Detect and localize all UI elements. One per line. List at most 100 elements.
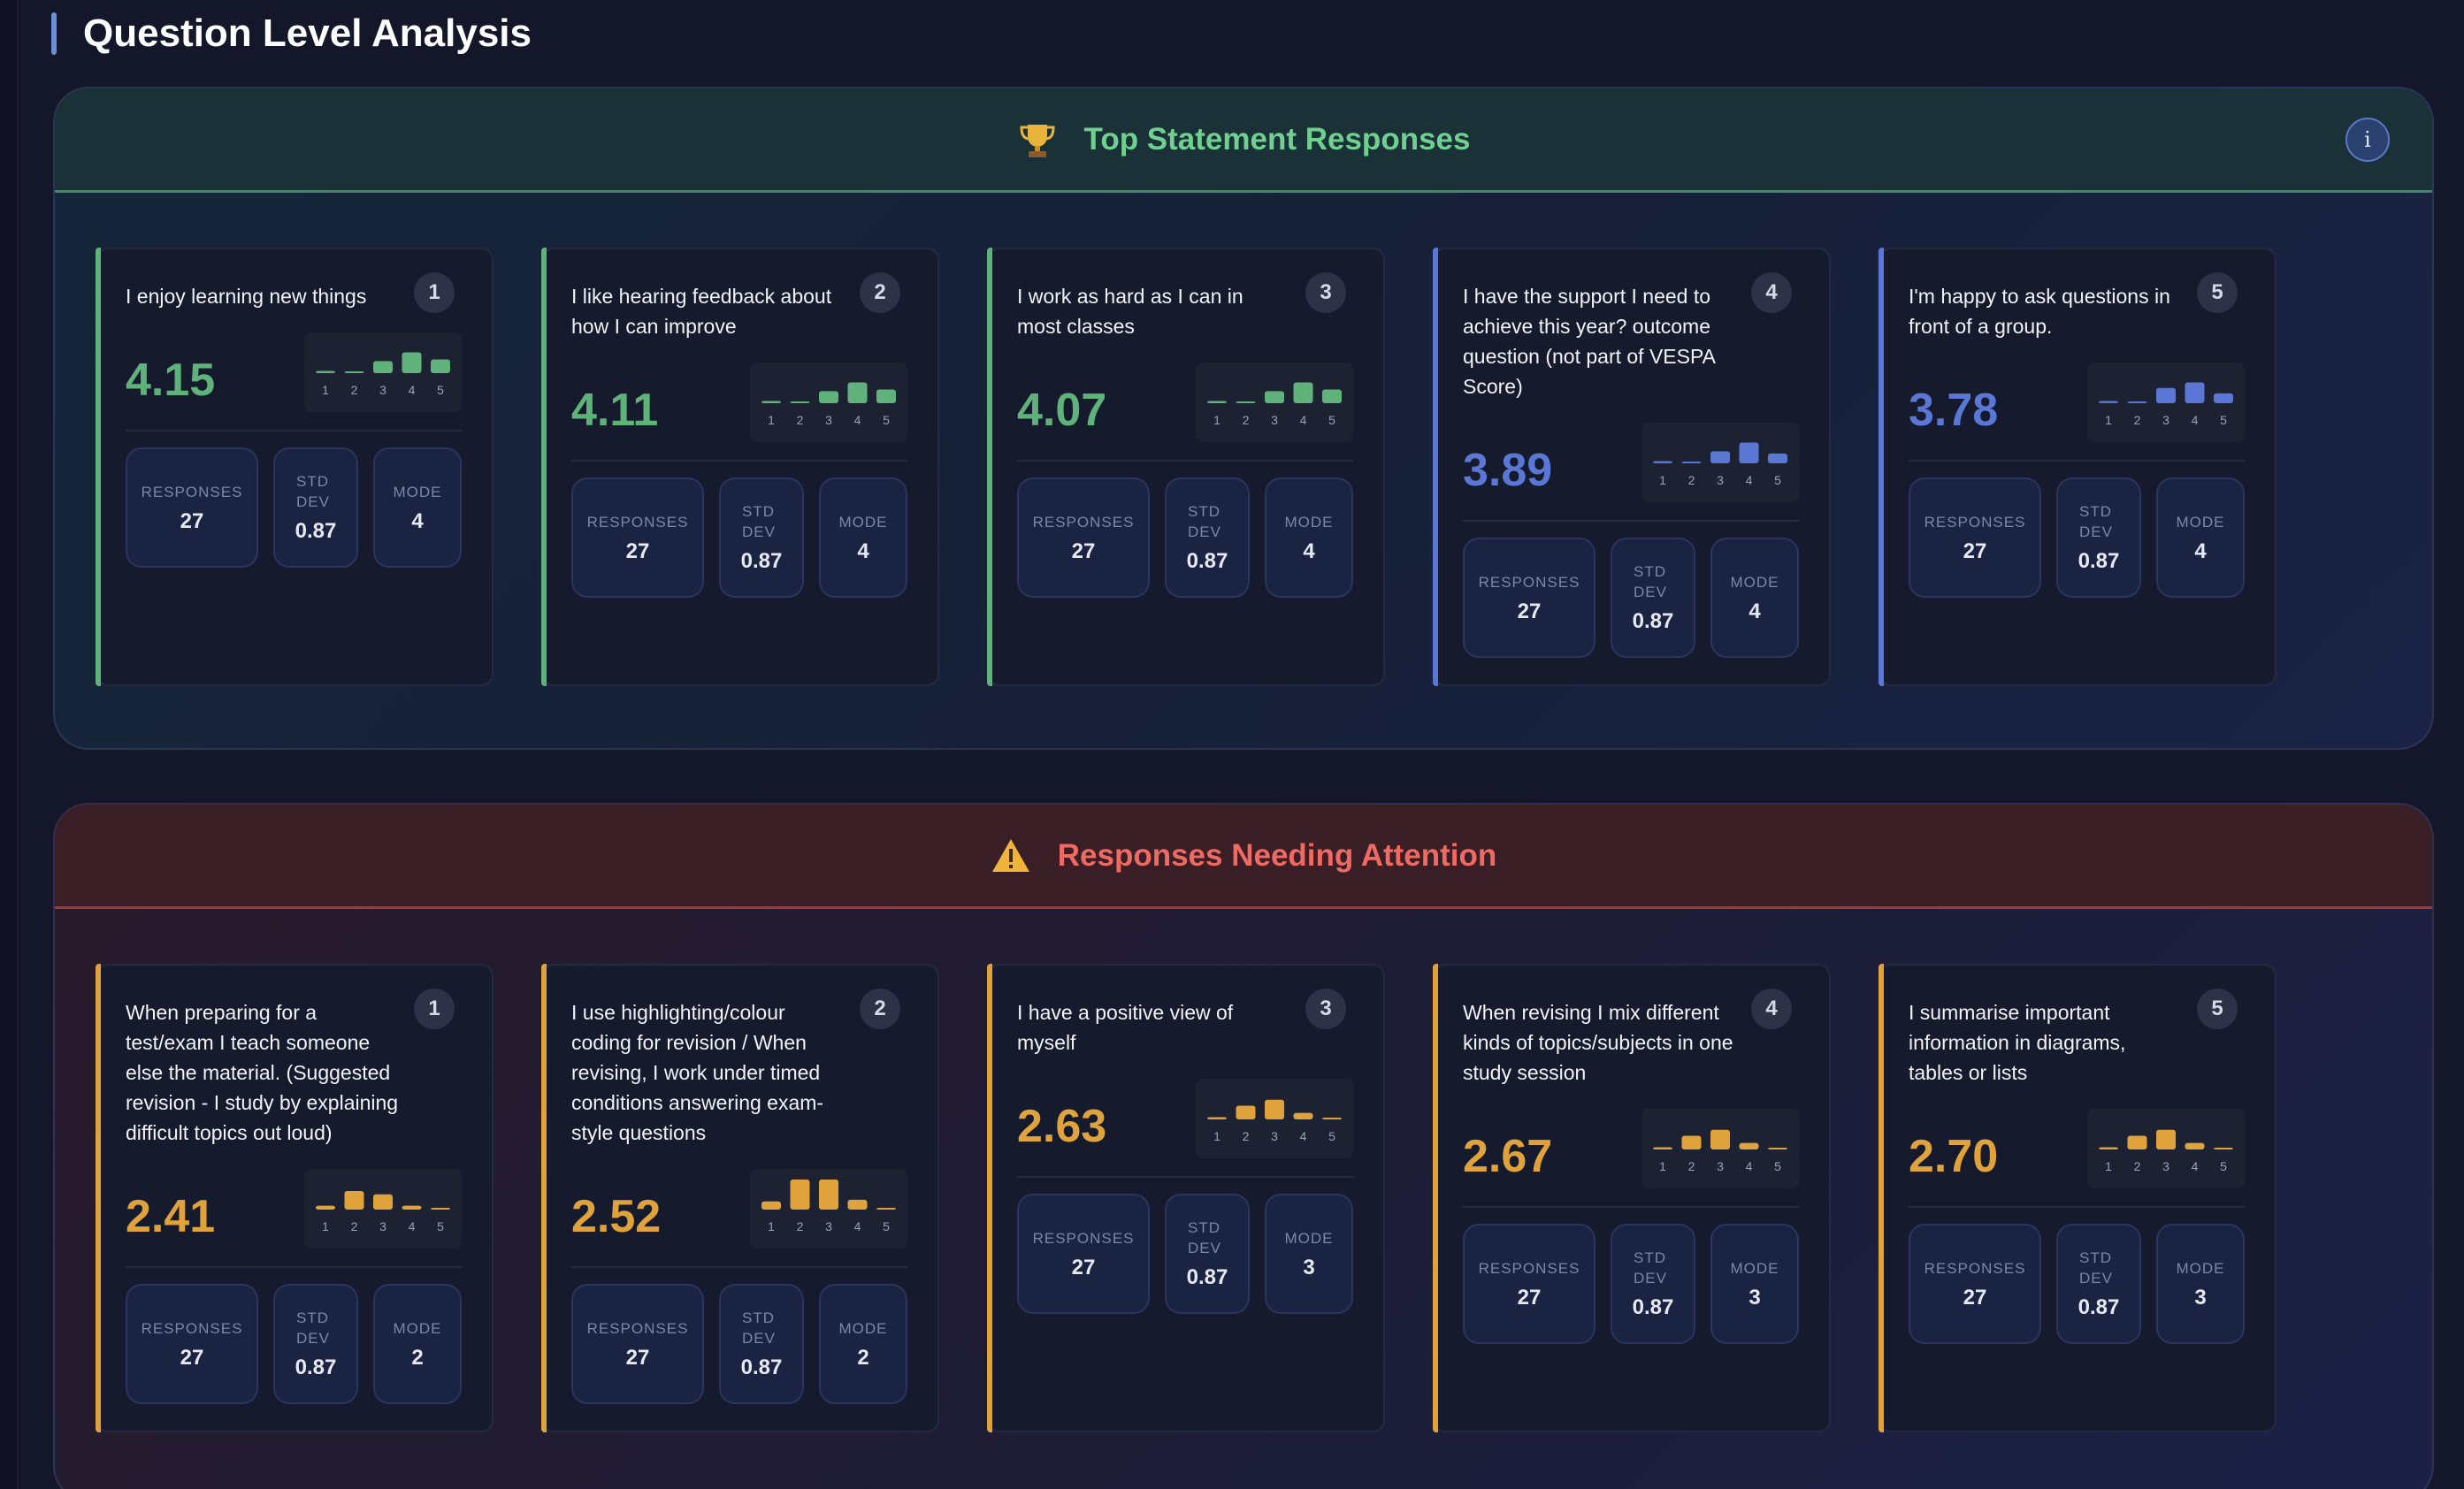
statement-card-4[interactable]: I have the support I need to achieve thi…: [1433, 248, 1831, 686]
distribution-bar-1: [761, 1201, 781, 1210]
mode-label: MODE: [1730, 1259, 1779, 1277]
statement-card-2[interactable]: I use highlighting/colour coding for rev…: [541, 964, 939, 1432]
left-edge-strip: [0, 0, 18, 1489]
distribution-chart: 1 2 3 4 5: [1641, 1109, 1799, 1188]
statement-card-3[interactable]: I have a positive view of myself 3 2.63 …: [987, 964, 1385, 1432]
statement-text: I'm happy to ask questions in front of a…: [1909, 285, 2170, 338]
distribution-bar-1: [1207, 401, 1227, 403]
distribution-tick-5: 5: [883, 1219, 890, 1233]
responses-label: RESPONSES: [586, 513, 689, 531]
distribution-chart: 1 2 3 4 5: [304, 1169, 462, 1248]
std-dev-value: 0.87: [295, 519, 337, 543]
distribution-tick-5: 5: [437, 1219, 444, 1233]
responses-label: RESPONSES: [1478, 1259, 1580, 1277]
std-dev-value: 0.87: [740, 549, 783, 573]
statement-card-1[interactable]: I enjoy learning new things 1 4.15 1 2 3 4 5…: [96, 248, 494, 686]
distribution-bar-4: [402, 352, 422, 373]
distribution-bar-3: [819, 1180, 838, 1210]
std-dev-stat: STD DEV 0.87: [273, 447, 358, 568]
info-button[interactable]: i: [2345, 118, 2390, 162]
statement-text: I work as hard as I can in most classes: [1017, 285, 1243, 338]
std-dev-stat: STD DEV 0.87: [2056, 1224, 2141, 1344]
distribution-bar-2: [1236, 401, 1256, 403]
statement-text: I have a positive view of myself: [1017, 1001, 1234, 1054]
distribution-tick-5: 5: [437, 383, 444, 397]
distribution-bar-1: [2099, 1147, 2118, 1149]
distribution-tick-5: 5: [1328, 1129, 1335, 1143]
distribution-tick-3: 3: [379, 1219, 386, 1233]
std-dev-label: STD DEV: [742, 1310, 776, 1347]
statement-card-5[interactable]: I'm happy to ask questions in front of a…: [1879, 248, 2277, 686]
statement-text: When preparing for a test/exam I teach s…: [126, 1001, 399, 1144]
distribution-tick-3: 3: [1717, 473, 1724, 487]
std-dev-stat: STD DEV 0.87: [1165, 1194, 1250, 1314]
mean-score: 4.07: [1017, 385, 1107, 436]
statement-card-1[interactable]: When preparing for a test/exam I teach s…: [96, 964, 494, 1432]
score-row: 2.63 1 2 3 4 5: [1017, 1079, 1353, 1178]
mode-value: 3: [1749, 1285, 1761, 1310]
distribution-tick-2: 2: [351, 1219, 358, 1233]
mean-score: 4.11: [571, 385, 659, 436]
distribution-tick-2: 2: [1688, 473, 1695, 487]
distribution-bar-4: [1293, 1112, 1313, 1119]
distribution-tick-1: 1: [768, 1219, 775, 1233]
warning-icon: [991, 836, 1031, 876]
mode-stat: MODE 4: [373, 447, 462, 568]
distribution-bar-5: [431, 359, 450, 373]
std-dev-value: 0.87: [1632, 1295, 1674, 1319]
distribution-tick-5: 5: [1774, 473, 1781, 487]
statement-card-4[interactable]: When revising I mix different kinds of t…: [1433, 964, 1831, 1432]
attention-panel-header: Responses Needing Attention: [55, 805, 2432, 909]
mean-score: 3.78: [1909, 385, 1999, 436]
distribution-tick-2: 2: [2134, 1159, 2141, 1173]
score-row: 2.70 1 2 3 4 5: [1909, 1109, 2245, 1208]
mode-stat: MODE 2: [819, 1284, 907, 1404]
mode-label: MODE: [393, 483, 442, 500]
stats-row: RESPONSES 27 STD DEV 0.87 MODE 4: [126, 447, 462, 568]
std-dev-label: STD DEV: [742, 503, 776, 540]
distribution-chart: 1 2 3 4 5: [750, 363, 907, 442]
responses-stat: RESPONSES 27: [1463, 538, 1595, 658]
distribution-bar-5: [2214, 393, 2233, 403]
distribution-tick-5: 5: [1774, 1159, 1781, 1173]
distribution-bar-5: [1768, 1148, 1787, 1149]
top-panel-header: Top Statement Responses i: [55, 88, 2432, 193]
distribution-tick-5: 5: [1328, 413, 1335, 427]
responses-stat: RESPONSES 27: [1909, 477, 2041, 598]
stats-row: RESPONSES 27 STD DEV 0.87 MODE 3: [1463, 1224, 1799, 1344]
distribution-chart: 1 2 3 4 5: [750, 1169, 907, 1248]
score-row: 2.41 1 2 3 4 5: [126, 1169, 462, 1268]
mode-stat: MODE 3: [2156, 1224, 2245, 1344]
rank-badge: 4: [1751, 272, 1792, 313]
distribution-bar-4: [847, 382, 868, 403]
responses-label: RESPONSES: [1924, 513, 2026, 531]
mode-value: 2: [857, 1345, 869, 1370]
distribution-svg: 1 2 3 4 5: [761, 382, 896, 427]
responses-stat: RESPONSES 27: [1017, 1194, 1150, 1314]
distribution-tick-4: 4: [1300, 413, 1307, 427]
mean-score: 2.70: [1909, 1131, 1999, 1182]
distribution-tick-3: 3: [2162, 413, 2169, 427]
rank-badge: 5: [2197, 989, 2238, 1029]
distribution-svg: 1 2 3 4 5: [1653, 1129, 1787, 1173]
std-dev-label: STD DEV: [1188, 503, 1221, 540]
distribution-chart: 1 2 3 4 5: [1641, 423, 1799, 502]
responses-label: RESPONSES: [1478, 573, 1580, 591]
std-dev-label: STD DEV: [1634, 1249, 1667, 1287]
std-dev-label: STD DEV: [2079, 503, 2113, 540]
statement-card-3[interactable]: I work as hard as I can in most classes …: [987, 248, 1385, 686]
rank-badge: 2: [860, 989, 900, 1029]
distribution-bar-1: [316, 370, 335, 373]
distribution-bar-3: [373, 1194, 393, 1210]
distribution-tick-1: 1: [322, 1219, 329, 1233]
distribution-tick-4: 4: [1746, 1159, 1753, 1173]
mean-score: 2.41: [126, 1191, 216, 1242]
distribution-bar-2: [1681, 462, 1702, 463]
statement-card-2[interactable]: I like hearing feedback about how I can …: [541, 248, 939, 686]
mode-label: MODE: [1284, 513, 1334, 531]
statement-card-5[interactable]: I summarise important information in dia…: [1879, 964, 2277, 1432]
std-dev-value: 0.87: [740, 1355, 783, 1379]
std-dev-stat: STD DEV 0.87: [1611, 1224, 1695, 1344]
stats-row: RESPONSES 27 STD DEV 0.87 MODE 4: [1909, 477, 2245, 598]
distribution-chart: 1 2 3 4 5: [1196, 1079, 1353, 1158]
